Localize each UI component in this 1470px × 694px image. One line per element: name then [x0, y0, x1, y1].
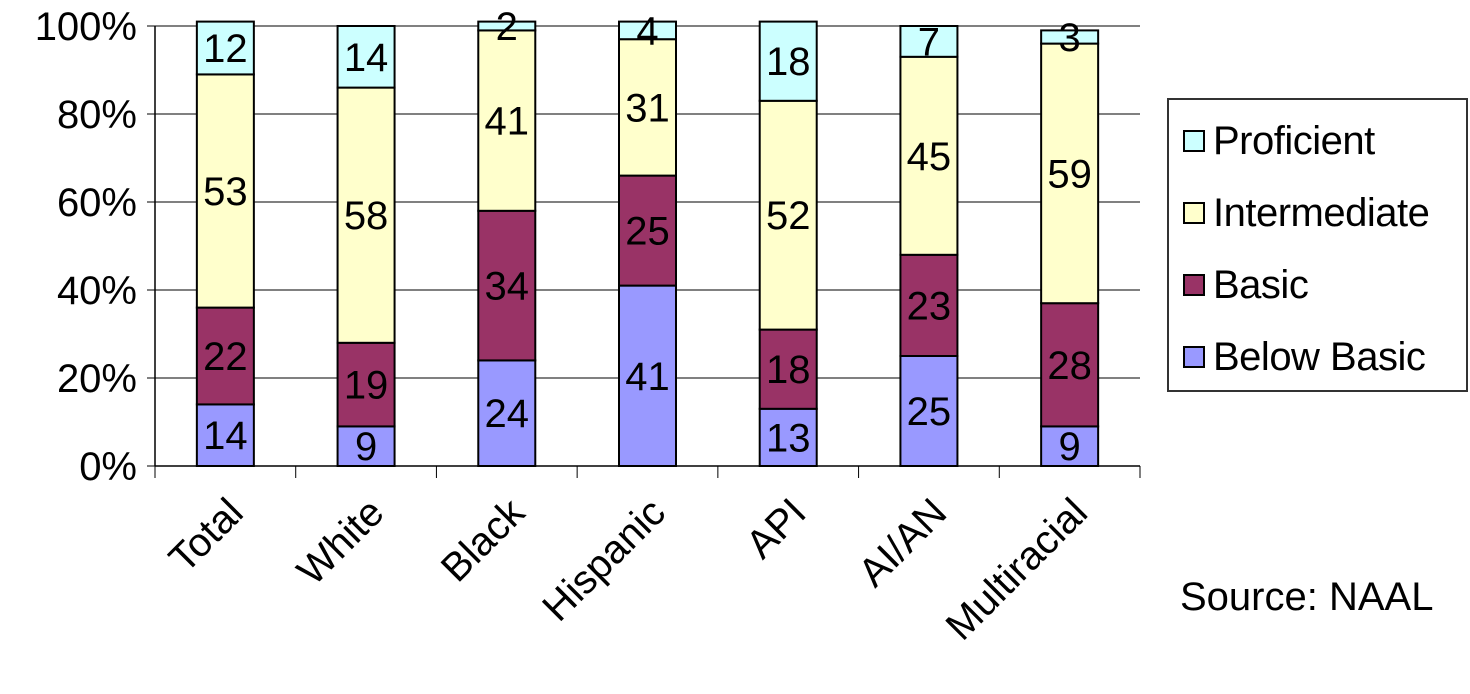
bar-segment-below-basic: [477, 359, 537, 467]
bar-segment-proficient: [758, 20, 818, 102]
bar-segment-intermediate: [477, 29, 537, 212]
bar-segment-proficient: [899, 25, 959, 58]
data-label: 28: [1047, 344, 1092, 388]
x-tick-label: Total: [161, 490, 252, 581]
bar-segment-proficient: [336, 25, 396, 89]
y-tick-label: 80%: [57, 93, 137, 137]
bar-segment-proficient: [1040, 29, 1100, 45]
data-label: 53: [203, 170, 248, 214]
data-label: 13: [766, 416, 811, 460]
bar-segment-below-basic: [618, 284, 677, 467]
x-tick-label: Black: [433, 490, 534, 591]
data-label: 9: [355, 425, 377, 469]
legend-swatch-proficient: [1183, 130, 1205, 152]
data-label: 14: [344, 36, 389, 80]
bar-segment-basic: [195, 306, 255, 406]
data-label: 41: [625, 355, 670, 399]
x-tick-label: AI/AN: [850, 490, 955, 595]
legend-swatch-below-basic: [1183, 346, 1205, 368]
legend-swatch-basic: [1183, 274, 1205, 296]
legend-swatch-intermediate: [1183, 202, 1205, 224]
bar-segment-basic: [758, 328, 818, 410]
bar-segment-intermediate: [899, 55, 959, 256]
data-label: 7: [918, 20, 940, 64]
bar-segment-proficient: [477, 20, 537, 32]
legend-item-proficient: Proficient: [1183, 116, 1375, 166]
source-note: Source: NAAL: [1180, 575, 1434, 619]
data-label: 24: [485, 392, 530, 436]
data-label: 31: [625, 86, 670, 130]
legend-item-below-basic: Below Basic: [1183, 332, 1426, 382]
bar-segment-basic: [1040, 302, 1100, 428]
bar-segment-intermediate: [336, 86, 396, 344]
legend-item-intermediate: Intermediate: [1183, 188, 1430, 238]
data-label: 23: [907, 284, 952, 328]
bar-segment-proficient: [618, 20, 677, 41]
data-label: 18: [766, 348, 811, 392]
bar-segment-basic: [336, 341, 396, 428]
data-label: 34: [485, 265, 530, 309]
bar-segment-basic: [899, 253, 959, 357]
x-tick-label: Multiracial: [938, 490, 1096, 648]
y-tick-label: 0%: [79, 445, 137, 489]
data-label: 52: [766, 194, 811, 238]
legend: Proficient Intermediate Basic Below Basi…: [1167, 98, 1468, 392]
bar-segment-intermediate: [758, 99, 818, 331]
data-label: 9: [1059, 425, 1081, 469]
data-label: 59: [1047, 152, 1092, 196]
x-tick-label: API: [738, 490, 815, 567]
data-label: 45: [907, 135, 952, 179]
data-label: 41: [485, 100, 530, 144]
bar-segment-below-basic: [336, 425, 396, 467]
data-label: 25: [907, 390, 952, 434]
data-label: 14: [203, 414, 248, 458]
data-label: 18: [766, 40, 811, 84]
data-label: 3: [1059, 16, 1081, 60]
bar-segment-below-basic: [1040, 425, 1100, 467]
data-label: 25: [625, 210, 670, 254]
y-tick-label: 40%: [57, 269, 137, 313]
y-tick-label: 100%: [35, 5, 137, 49]
data-label: 58: [344, 194, 389, 238]
data-label: 4: [636, 9, 658, 53]
data-label: 12: [203, 27, 248, 71]
bar-segment-below-basic: [195, 403, 255, 467]
bar-segment-below-basic: [899, 355, 959, 467]
legend-item-basic: Basic: [1183, 260, 1309, 310]
legend-label-below-basic: Below Basic: [1213, 334, 1426, 379]
bar-segment-below-basic: [758, 407, 818, 467]
bar-segment-intermediate: [618, 38, 677, 177]
legend-label-intermediate: Intermediate: [1213, 190, 1430, 235]
y-tick-label: 20%: [57, 357, 137, 401]
data-label: 2: [496, 5, 518, 49]
x-tick-label: Hispanic: [534, 490, 674, 630]
bar-segment-proficient: [195, 20, 255, 76]
data-label: 22: [203, 335, 248, 379]
legend-label-basic: Basic: [1213, 262, 1309, 307]
data-label: 19: [344, 364, 389, 408]
x-tick-label: White: [289, 490, 392, 593]
legend-label-proficient: Proficient: [1213, 118, 1375, 163]
y-tick-label: 60%: [57, 181, 137, 225]
